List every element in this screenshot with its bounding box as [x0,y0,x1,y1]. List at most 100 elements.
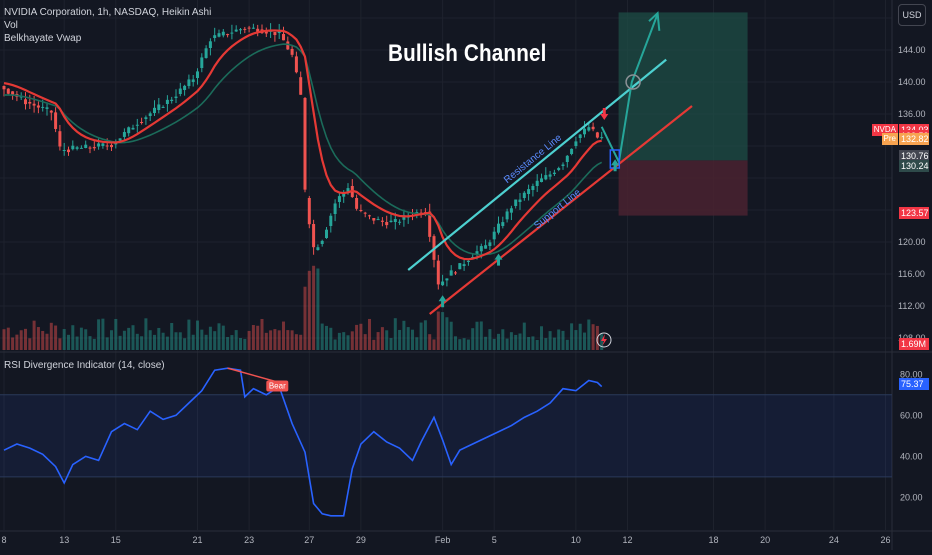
price-badge-value: 123.57 [901,208,929,219]
candle-body [385,222,389,226]
candle-body [84,144,88,148]
symbol-title[interactable]: NVIDIA Corporation, 1h, NASDAQ, Heikin A… [4,7,212,18]
candle-body [415,212,419,214]
volume-bar [380,327,384,350]
candle-body [19,96,23,98]
volume-bar [535,339,539,350]
vwap-indicator-label[interactable]: Belkhayate Vwap [4,33,82,44]
volume-bar [161,332,165,350]
volume-bar [570,323,574,350]
candle-body [359,210,363,211]
candle-body [165,99,169,104]
candle-body [251,27,255,29]
volume-bar [144,318,148,350]
candle-body [342,192,346,197]
bear-divergence-line [227,367,280,384]
volume-bar [49,322,53,350]
price-badge: 1.69M [899,338,929,350]
volume-bar [531,336,535,350]
candle-body [458,263,462,270]
candle-body [62,149,66,151]
volume-bar [402,320,406,350]
date-tick-label: 26 [880,535,890,545]
rsi-tick-label: 20.00 [900,492,923,502]
volume-bar [196,320,199,350]
volume-bar [277,330,281,350]
rsi-tick-label: 80.00 [900,369,923,379]
volume-bar [208,326,212,350]
candle-body [436,260,440,285]
candle-body [282,34,285,41]
chart-headline: Bullish Channel [388,40,547,67]
candle-body [471,257,475,259]
currency-button[interactable]: USD [898,4,926,26]
candle-body [234,29,238,32]
volume-bar [423,320,427,350]
candle-body [28,102,32,104]
rsi-band [0,394,892,477]
rsi-indicator-title[interactable]: RSI Divergence Indicator (14, close) [4,360,165,371]
volume-bar [243,338,247,350]
candle-body [243,28,247,30]
volume-bar [501,329,505,350]
price-tick-label: 144.00 [898,45,926,55]
support-line [429,105,693,315]
volume-bar [118,335,122,350]
volume-bar [406,327,410,350]
volume-bar [540,326,543,350]
up-arrow-marker [494,253,503,266]
candle-body [213,35,217,38]
volume-bar [204,334,208,350]
volume-bar [105,337,109,350]
candle-body [531,186,535,190]
volume-bar [294,334,298,350]
candle-body [312,224,316,248]
volume-bar [600,334,604,350]
volume-bar [583,332,586,350]
candle-body [316,247,320,250]
volume-bar [67,334,70,350]
volume-bar [226,337,230,350]
date-tick-label: 13 [59,535,69,545]
volume-bar [587,319,591,350]
volume-bar [475,321,479,350]
volume-bar [58,338,62,350]
volume-bar [110,330,113,350]
date-tick-label: 24 [829,535,839,545]
volume-bar [518,333,522,350]
volume-bar [342,332,346,350]
candle-body [380,220,384,222]
candle-body [299,77,303,95]
volume-bar [333,339,337,350]
volume-bar [428,334,432,350]
candle-body [544,175,548,180]
candle-body [45,107,49,109]
volume-bar [178,332,182,350]
candle-body [208,41,212,48]
date-tick-label: 12 [622,535,632,545]
price-badge: 130.76 [899,149,929,162]
candle-body [591,126,595,130]
volume-indicator-label[interactable]: Vol [4,20,18,31]
candle-body [484,245,488,249]
candle-body [570,148,574,154]
volume-bar [101,318,105,350]
candle-body [514,199,518,206]
price-tick-label: 112.00 [898,301,925,311]
candle-body [552,172,556,174]
volume-bar [509,332,513,350]
volume-bar [578,323,582,350]
volume-bar [445,317,449,350]
volume-bar [497,333,500,350]
volume-bar [488,329,492,350]
time-axis: 8 13 15 21 23 27 29 Feb 5 10 12 18 20 24 26 [1,535,890,545]
volume-bar [393,318,397,350]
date-tick-label: 23 [244,535,254,545]
candle-body [445,278,449,281]
candle-body [454,272,457,274]
candle-body [393,219,397,222]
candle-body [67,149,70,153]
candle-body [333,203,337,214]
